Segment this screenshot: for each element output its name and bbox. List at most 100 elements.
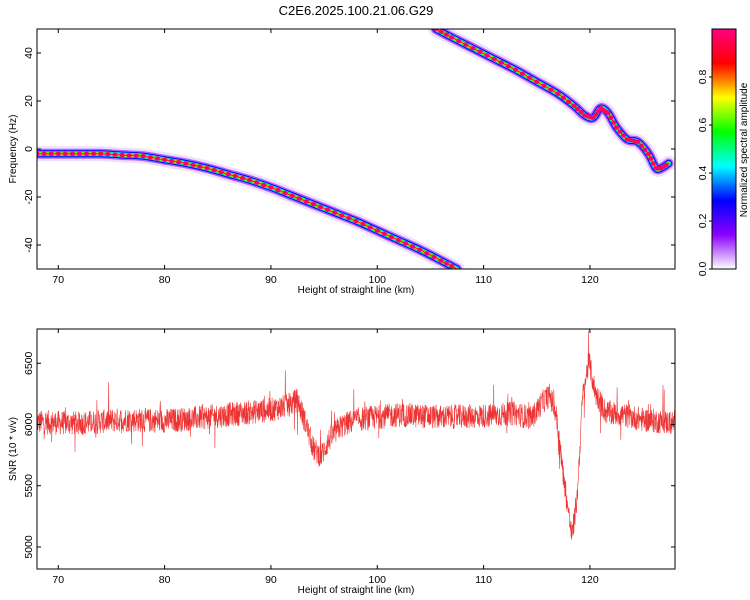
spectrogram-peak [147,155,153,160]
spectrogram-peak [183,161,189,166]
colorbar-tick-label: 0.6 [697,118,709,133]
colorbar-tick-label: 0.4 [697,166,709,181]
spectrogram-peak [443,261,449,266]
spectrogram-peak [84,151,90,156]
spectrogram-y-axis-title: Frequency (Hz) [8,115,19,184]
spectrogram-peak [232,174,239,179]
spectrogram-peak [140,154,146,159]
spectrogram-peak [433,29,439,32]
colorbar-frame [711,28,737,270]
spectrogram-peak [438,29,444,34]
spectrogram-peak [225,172,231,177]
spectrogram-peak [663,162,669,168]
spectrogram-x-ticks: 70 80 90 100 110 120 [52,29,599,286]
snr-panel: 70 80 90 100 110 120 5000 5500 6000 6500 Height … [8,328,676,596]
spectrogram-traces [37,29,675,269]
spectrogram-peak [275,188,281,193]
spectrogram-peak [303,199,309,204]
spectrogram-peak [105,152,111,157]
spectrogram-peak [388,234,394,240]
snr-y-axis-title: SNR (10 * v/v) [8,417,19,481]
spectrogram-peak [332,210,338,215]
colorbar: 0.0 0.2 0.4 0.6 0.8 Normalized spectral ampl… [697,28,750,277]
spectrogram-peak [346,216,352,221]
snr-y-tick-label: 6000 [23,413,35,437]
spectrogram-peak [484,53,490,58]
spectrogram-peak [578,110,584,115]
snr-y-tick-label: 5500 [23,474,35,498]
snr-x-tick-label: 70 [52,574,64,586]
spectrogram-peak [69,151,75,156]
colorbar-ticks: 0.0 0.2 0.4 0.6 0.8 [697,70,712,277]
spectrogram-peak [498,60,504,65]
spectrogram-peak [76,151,83,156]
snr-x-tick-label: 120 [581,574,599,586]
colorbar-title: Normalized spectral amplitude [739,82,750,217]
spectrogram-peak [613,125,620,130]
spectrogram-peak [621,133,627,138]
spectrogram-x-tick-label: 90 [265,274,277,286]
spectrogram-peak [240,176,246,181]
spectrogram-peak [590,115,596,121]
spectrogram-peak [91,151,97,156]
spectrogram-peak [247,178,253,183]
spectrogram-y-tick-label: 0 [23,146,35,152]
spectrogram-peak [645,151,652,156]
spectrogram-y-ticks: -40 -20 0 20 40 [23,47,675,253]
spectrogram-peak [642,147,648,152]
spectrogram-peak [381,231,387,236]
spectrogram-peak [310,202,317,207]
spectrogram-peak [438,258,444,263]
spectrogram-peak [527,75,533,81]
spectrogram-peak [62,151,68,156]
spectrogram-peak [282,190,288,196]
spectrogram-peak [463,42,469,47]
spectrogram-peak [638,143,644,148]
spectrogram-peak [555,91,561,97]
spectrogram-peak [571,103,577,109]
spectrogram-x-tick-label: 110 [475,274,492,286]
spectrogram-peak [162,157,168,162]
spectrogram-peak [374,228,380,233]
spectrogram-x-tick-label: 100 [369,274,387,286]
spectrogram-peak [617,129,623,134]
spectrogram-panel: 70 80 90 100 110 120 -40 -20 0 20 40 Height of st… [8,28,676,296]
spectrogram-peak [410,244,416,249]
spectrogram-x-axis-title: Height of straight line (km) [298,285,415,296]
snr-x-tick-label: 110 [475,574,492,586]
spectrogram-y-tick-label: -40 [23,237,35,252]
spectrogram-peak [325,207,331,212]
spectrogram-peak [548,87,554,93]
spectrogram-y-tick-label: -20 [23,189,35,204]
spectrogram-peak [541,83,547,89]
snr-y-tick-label: 6500 [23,351,35,375]
spectrogram-peak [560,95,567,101]
spectrogram-peak [505,63,511,69]
spectrogram-peak [635,139,641,144]
spectrogram-peak [403,241,409,246]
spectrogram-peak [566,99,572,105]
spectrogram-peak [48,151,54,156]
spectrogram-peak [268,185,274,190]
spectrogram-peak [254,180,260,185]
spectrogram-peak [520,71,526,77]
spectrogram-y-tick-label: 20 [23,95,35,107]
spectrogram-peak [605,110,611,116]
colorbar-tick-label: 0.0 [697,262,709,277]
spectrogram-peak [211,168,217,173]
spectrogram-peak [491,56,497,62]
colorbar-tick-label: 0.2 [697,214,709,229]
spectrogram-peak [339,213,345,218]
spectrogram-peak [449,264,455,269]
spectrogram-x-tick-label: 70 [52,274,64,286]
spectrogram-peak [512,67,519,73]
spectrogram-x-tick-label: 80 [159,274,171,286]
spectrogram-peak [395,238,402,243]
spectrogram-peak [261,182,267,188]
spectrogram-peak [218,170,224,175]
spectrogram-peak [449,35,455,40]
spectrogram-peak [443,32,449,37]
spectrogram-y-tick-label: 40 [23,47,35,59]
spectrogram-peak [133,153,139,158]
